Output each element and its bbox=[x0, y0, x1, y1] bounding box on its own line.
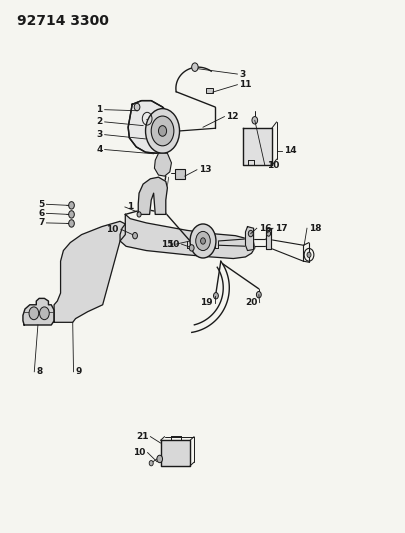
Circle shape bbox=[132, 232, 137, 239]
Text: 10: 10 bbox=[167, 240, 179, 249]
Circle shape bbox=[195, 231, 210, 251]
Text: 2: 2 bbox=[96, 117, 102, 126]
Circle shape bbox=[189, 245, 194, 251]
Polygon shape bbox=[128, 101, 174, 154]
Text: 19: 19 bbox=[200, 298, 213, 307]
Text: 21: 21 bbox=[136, 432, 148, 441]
Circle shape bbox=[68, 220, 74, 227]
Circle shape bbox=[190, 224, 215, 258]
Circle shape bbox=[29, 307, 38, 320]
Text: 13: 13 bbox=[198, 165, 211, 174]
Text: 17: 17 bbox=[274, 224, 287, 233]
Polygon shape bbox=[138, 177, 167, 214]
Circle shape bbox=[39, 307, 49, 320]
Circle shape bbox=[266, 231, 270, 236]
Text: 5: 5 bbox=[38, 200, 44, 209]
Circle shape bbox=[200, 238, 205, 244]
Circle shape bbox=[134, 103, 140, 111]
Polygon shape bbox=[54, 221, 125, 322]
Text: 10: 10 bbox=[133, 448, 145, 457]
Circle shape bbox=[156, 455, 162, 463]
Circle shape bbox=[252, 117, 257, 124]
Circle shape bbox=[68, 201, 74, 209]
Circle shape bbox=[306, 252, 310, 257]
Text: 92714 3300: 92714 3300 bbox=[17, 14, 109, 28]
Text: 18: 18 bbox=[308, 224, 321, 233]
Text: 1: 1 bbox=[127, 203, 133, 212]
Circle shape bbox=[137, 212, 141, 217]
Text: 15: 15 bbox=[161, 240, 173, 249]
Text: 3: 3 bbox=[96, 130, 102, 139]
Polygon shape bbox=[154, 154, 171, 176]
Text: 12: 12 bbox=[226, 112, 239, 121]
Text: 6: 6 bbox=[38, 209, 44, 218]
Circle shape bbox=[151, 116, 173, 146]
Text: 20: 20 bbox=[245, 298, 257, 307]
Text: 3: 3 bbox=[239, 70, 245, 78]
Polygon shape bbox=[265, 228, 270, 249]
Polygon shape bbox=[160, 440, 190, 466]
Polygon shape bbox=[23, 298, 54, 325]
Text: 10: 10 bbox=[266, 161, 279, 170]
Circle shape bbox=[145, 109, 179, 154]
Text: 1: 1 bbox=[96, 105, 102, 114]
Text: 16: 16 bbox=[258, 224, 271, 233]
Circle shape bbox=[158, 126, 166, 136]
Text: 4: 4 bbox=[96, 145, 102, 154]
Circle shape bbox=[213, 293, 218, 299]
Text: 11: 11 bbox=[239, 80, 251, 89]
Circle shape bbox=[68, 211, 74, 218]
Text: 14: 14 bbox=[283, 146, 296, 155]
Text: 9: 9 bbox=[75, 367, 82, 376]
Bar bbox=[174, 169, 184, 179]
Circle shape bbox=[248, 230, 253, 237]
Polygon shape bbox=[245, 227, 253, 251]
Circle shape bbox=[256, 292, 261, 298]
Bar bbox=[206, 88, 212, 93]
Text: 8: 8 bbox=[36, 367, 43, 376]
Circle shape bbox=[191, 63, 198, 71]
Circle shape bbox=[149, 461, 153, 466]
Text: 10: 10 bbox=[106, 225, 119, 234]
Polygon shape bbox=[242, 128, 271, 165]
Polygon shape bbox=[120, 214, 254, 259]
Text: 7: 7 bbox=[38, 219, 44, 228]
